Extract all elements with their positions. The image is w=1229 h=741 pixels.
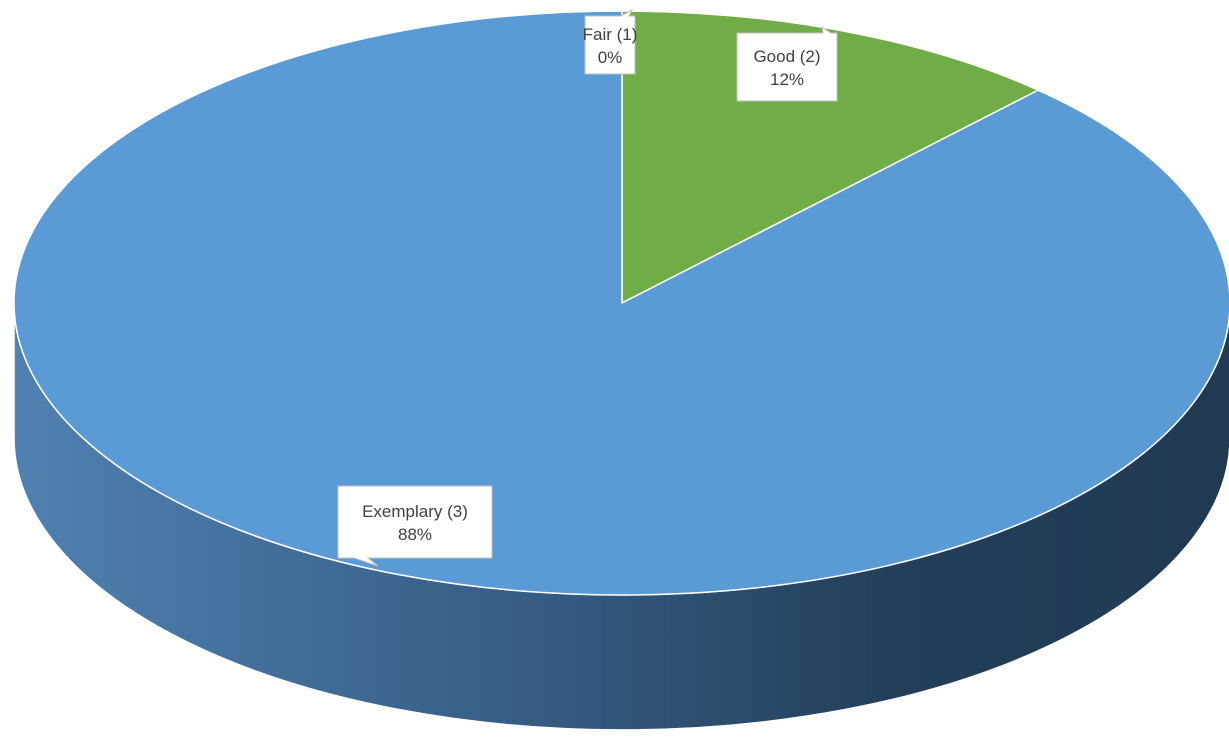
- data-label-percent: 12%: [770, 70, 804, 89]
- data-label-percent: 0%: [598, 48, 623, 67]
- data-label-exemplary-3: Exemplary (3) 88%: [337, 485, 493, 567]
- data-label-category: Exemplary (3): [362, 502, 468, 521]
- pie-label-layer: Fair (1) 0% Good (2) 12% Exemplary (3) 88%: [337, 8, 838, 567]
- data-label-fair-1: Fair (1) 0%: [583, 8, 638, 75]
- pie-slice-exemplary-3: [13, 10, 1229, 596]
- data-label-box: [337, 485, 493, 567]
- data-label-category: Fair (1): [583, 25, 638, 44]
- data-label-good-2: Good (2) 12%: [736, 25, 838, 102]
- data-label-box: [736, 25, 838, 102]
- pie-top-layer: [13, 10, 1229, 596]
- data-label-category: Good (2): [753, 47, 820, 66]
- data-label-box: [584, 8, 636, 75]
- data-label-percent: 88%: [398, 525, 432, 544]
- pie-slice-good-2: [621, 10, 1039, 304]
